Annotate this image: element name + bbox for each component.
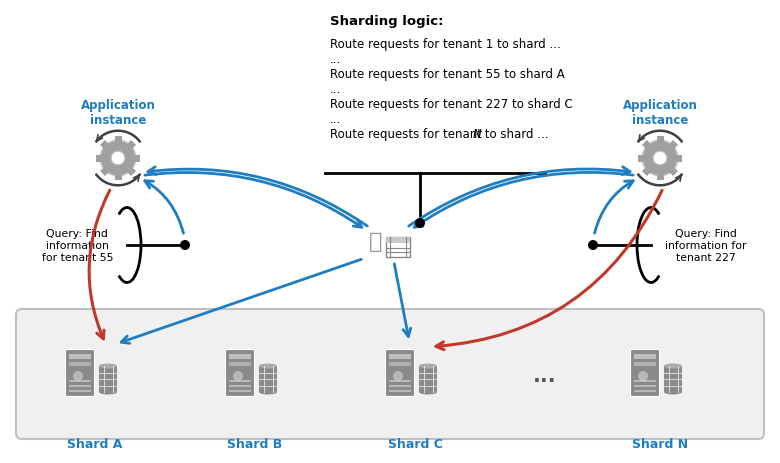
Text: Application
instance: Application instance [622, 99, 697, 127]
Ellipse shape [419, 390, 437, 394]
Circle shape [642, 141, 678, 176]
Text: Route requests for tenant 1 to shard ...: Route requests for tenant 1 to shard ... [330, 38, 561, 51]
Bar [634, 385, 656, 387]
Text: ...: ... [330, 53, 342, 66]
Ellipse shape [99, 390, 117, 394]
Ellipse shape [259, 364, 277, 369]
Bar [676, 155, 682, 162]
Bar [229, 354, 251, 359]
Bar [259, 366, 277, 392]
Bar [69, 390, 91, 392]
Text: N: N [473, 128, 482, 141]
Bar [115, 175, 122, 181]
Circle shape [415, 219, 425, 229]
Bar [657, 175, 664, 181]
Bar [389, 380, 411, 382]
Circle shape [638, 371, 648, 381]
FancyBboxPatch shape [16, 309, 764, 439]
Bar [389, 354, 411, 359]
Bar [69, 380, 91, 382]
Bar [389, 390, 411, 392]
Bar [668, 168, 678, 177]
Bar [389, 362, 411, 366]
Bar [419, 366, 437, 392]
FancyBboxPatch shape [225, 350, 254, 397]
Bar [389, 385, 411, 387]
Text: to shard ...: to shard ... [481, 128, 548, 141]
Bar [69, 385, 91, 387]
Bar [127, 141, 136, 150]
Circle shape [100, 141, 136, 176]
Bar [657, 137, 664, 143]
FancyBboxPatch shape [385, 350, 414, 397]
Text: Query: Find
information
for tenant 55: Query: Find information for tenant 55 [41, 229, 113, 262]
Text: Shard C: Shard C [388, 437, 442, 450]
Bar [99, 366, 117, 392]
Bar [386, 238, 410, 244]
Bar [634, 354, 656, 359]
Bar [638, 155, 644, 162]
Text: Shard B: Shard B [228, 437, 282, 450]
Bar [134, 155, 140, 162]
Bar [229, 362, 251, 366]
Ellipse shape [99, 364, 117, 369]
Circle shape [73, 371, 83, 381]
Bar [634, 362, 656, 366]
Circle shape [233, 371, 243, 381]
Bar [69, 362, 91, 366]
Text: 🔧: 🔧 [369, 232, 383, 251]
Circle shape [112, 152, 125, 165]
Ellipse shape [419, 364, 437, 369]
Text: Shard A: Shard A [67, 437, 122, 450]
Text: ...: ... [534, 365, 557, 385]
Bar [642, 141, 651, 150]
Circle shape [393, 371, 403, 381]
Circle shape [588, 240, 598, 250]
Bar [229, 385, 251, 387]
Ellipse shape [664, 364, 682, 369]
Bar [100, 168, 109, 177]
Text: Sharding logic:: Sharding logic: [330, 15, 444, 28]
Bar [229, 380, 251, 382]
Bar [127, 168, 136, 177]
Text: ...: ... [330, 83, 342, 96]
Text: Application
instance: Application instance [80, 99, 155, 127]
Ellipse shape [259, 390, 277, 394]
Bar [229, 390, 251, 392]
FancyBboxPatch shape [66, 350, 94, 397]
Circle shape [180, 240, 190, 250]
Bar [634, 390, 656, 392]
FancyBboxPatch shape [630, 350, 660, 397]
Bar [386, 238, 410, 257]
Bar [634, 380, 656, 382]
Text: Route requests for tenant 55 to shard A: Route requests for tenant 55 to shard A [330, 68, 565, 81]
Bar [642, 168, 651, 177]
Bar [96, 155, 102, 162]
Bar [664, 366, 682, 392]
Text: Route requests for tenant: Route requests for tenant [330, 128, 486, 141]
Bar [100, 141, 109, 150]
Text: Query: Find
information for
tenant 227: Query: Find information for tenant 227 [665, 229, 746, 262]
Circle shape [653, 152, 667, 165]
Bar [115, 137, 122, 143]
Text: Shard N: Shard N [632, 437, 688, 450]
Text: Route requests for tenant 227 to shard C: Route requests for tenant 227 to shard C [330, 98, 573, 111]
Bar [668, 141, 678, 150]
Ellipse shape [664, 390, 682, 394]
Text: ...: ... [330, 113, 342, 126]
Bar [69, 354, 91, 359]
